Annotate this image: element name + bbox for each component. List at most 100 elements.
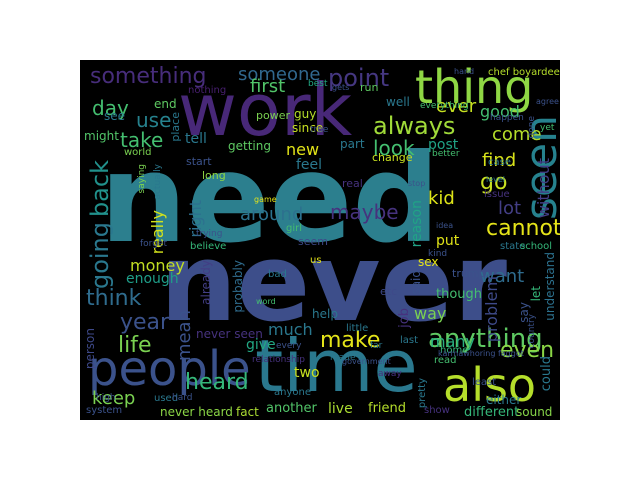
word-probably: probably [231,260,245,313]
word-hard: hard [172,393,193,403]
word-mean: mean [174,310,195,362]
word-think: think [86,286,142,311]
word-work: work [178,68,353,152]
word-though: though [436,287,483,302]
word-power: power [256,109,290,122]
word-maybe: maybe [330,200,399,224]
word-sound: sound [516,405,553,419]
word-school: school [520,241,553,252]
word-job: job [397,308,412,328]
word-kid: kid [428,188,455,209]
word-least: least [472,377,497,388]
word-money: money [130,256,185,275]
word-everything: everything [420,101,469,111]
word-reason: reason [409,200,425,248]
word-tell: tell [185,131,207,147]
word-look: look [373,136,415,160]
word-keep: keep [92,388,136,409]
word-run: run [360,81,379,94]
word-world: world [124,147,152,158]
word-forget: forget [140,239,167,249]
word-seem: seem [298,235,328,248]
word-karmawhoring-faggot: karmawhoring faggot [438,349,524,358]
word-happen: happen [490,113,524,123]
word-anything: anything [428,324,543,354]
word-live: live [328,401,353,417]
word-trying: trying [196,229,223,239]
word-level: level [486,175,506,184]
word-show: show [424,405,450,416]
word-back: back [86,160,114,218]
word-true: true [310,125,329,135]
word-many: many [430,332,475,351]
word-much: much [268,320,313,339]
word-new: new [286,140,320,159]
word-cannot: cannot [486,216,560,241]
word-place: place [169,112,182,142]
word-around: around [240,204,304,225]
word-said: said [409,270,423,295]
word-stop: stop [408,179,426,188]
word-might: might [84,129,119,143]
word-let: let [529,286,543,302]
word-trump: trump [452,267,486,280]
word-come: come [492,124,542,145]
word-also: also [443,358,537,412]
word-point: point [328,64,390,92]
word-anyone: anyone [274,387,311,398]
word-idea: idea [436,221,454,230]
word-either: either [486,393,522,407]
word-even: even [500,338,555,363]
word-guy: guy [294,107,317,121]
word-find: find [482,150,517,171]
word-gets: gets [332,83,350,92]
word-enough: enough [126,271,179,287]
word-issue: issue [484,189,510,200]
word-two: two [294,365,320,381]
word-since: since [292,121,324,135]
word-fact: fact [236,405,259,419]
word-made: made [330,353,356,363]
word-believe: believe [190,241,227,252]
word-chef-boyardee: chef boyardee [488,67,560,78]
word-way: way [414,304,447,323]
word-friend: friend [368,401,407,416]
word-pretty: pretty [417,378,428,409]
word-need: need [100,128,440,270]
word-someone: someone [238,64,321,85]
word-never: never [160,221,508,346]
word-word: word [256,297,276,306]
word-relationship: relationship [252,355,305,365]
word-end: end [154,97,177,111]
word-life: life [118,333,152,358]
word-people: people [88,341,251,397]
word-lot: lot [498,198,522,219]
word-away: away [378,369,402,379]
word-far: far [370,341,383,351]
word-feel: feel [296,157,323,173]
word-kind: kind [428,249,448,259]
word-home: home [440,345,469,356]
word-already: already [199,260,213,305]
word-without: without [534,158,553,219]
word-country: country [527,314,537,349]
word-best: best [308,79,328,89]
word-something: something [90,64,207,89]
word-yet: yet [540,123,555,133]
word-never-heard: never heard [160,405,233,419]
word-understand: understand [543,252,557,321]
word-cloud-panel: need never work time people thing seen a… [80,60,560,420]
word-problem: problem [482,276,501,343]
word-saying: saying [137,164,147,194]
word-long: long [202,169,226,182]
word-person: person [83,328,97,370]
word-used: used [154,393,179,404]
word-use: use [136,108,172,132]
word-year: year [120,310,170,335]
word-another: another [266,401,317,416]
word-never-seen: never seen [196,327,263,341]
word-etc: etc [380,285,398,298]
word-want: want [480,266,525,287]
word-system: system [86,405,123,416]
word-bad: bad [268,269,287,280]
